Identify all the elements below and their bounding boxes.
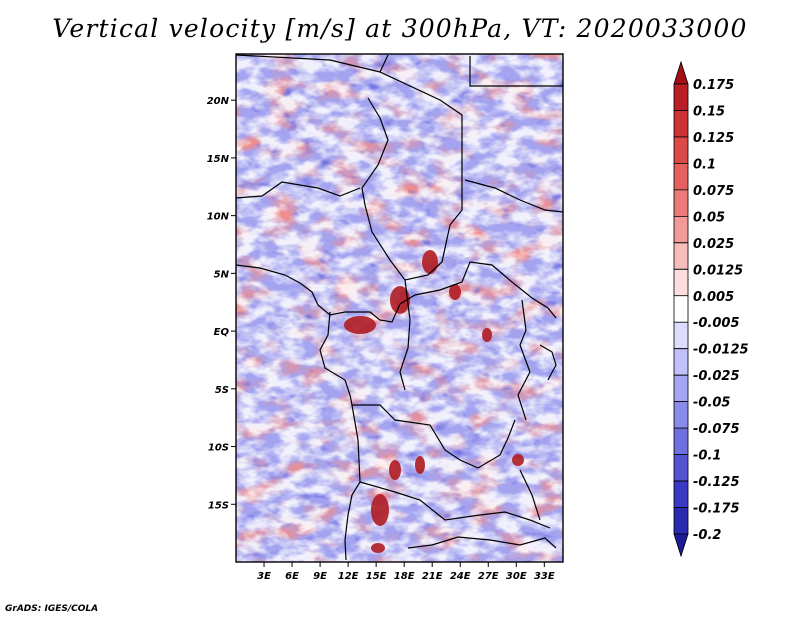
colorbar-swatch — [673, 163, 689, 191]
y-tick-label: 15S — [208, 500, 229, 511]
colorbar-label: 0.125 — [693, 131, 734, 146]
y-tick-label: 5S — [215, 385, 229, 396]
colorbar-label: 0.025 — [693, 237, 734, 252]
colorbar-swatch — [673, 427, 689, 455]
colorbar-swatch — [673, 295, 689, 323]
colorbar-swatch — [673, 454, 689, 482]
x-tick-label: 15E — [366, 571, 387, 582]
colorbar-swatch — [673, 321, 689, 350]
x-tick-label: 33E — [534, 571, 555, 582]
velocity-field — [236, 54, 563, 562]
y-tick-label: 5N — [214, 269, 230, 280]
colorbar-swatch — [673, 83, 689, 111]
colorbar-label: -0.125 — [693, 475, 740, 490]
colorbar-swatch — [673, 60, 689, 85]
x-tick-label: 18E — [394, 571, 415, 582]
x-axis: 3E 6E 9E 12E 15E 18E 21E 24E 27E 30E 33E — [257, 562, 555, 582]
chart-title: Vertical velocity [m/s] at 300hPa, VT: 2… — [52, 14, 748, 43]
y-tick-label: 10N — [207, 212, 230, 223]
colorbar: 0.175 0.15 0.125 0.1 0.075 0.05 0.025 0.0125 0.0… — [673, 60, 749, 558]
colorbar-swatch — [673, 348, 689, 376]
colorbar-swatch — [673, 215, 689, 244]
y-tick-label: EQ — [214, 327, 230, 338]
x-tick-label: 3E — [257, 571, 271, 582]
colorbar-swatch — [673, 189, 689, 217]
x-tick-label: 30E — [506, 571, 527, 582]
colorbar-label: -0.0125 — [693, 343, 749, 358]
colorbar-swatch — [673, 533, 689, 558]
colorbar-swatch — [673, 374, 689, 403]
colorbar-label: 0.05 — [693, 210, 725, 225]
colorbar-swatch — [673, 480, 689, 508]
colorbar-label: 0.1 — [693, 157, 716, 172]
colorbar-swatch — [673, 507, 689, 535]
colorbar-swatch — [673, 136, 689, 164]
colorbar-label: 0.15 — [693, 104, 725, 119]
map-frame — [235, 53, 564, 563]
x-tick-label: 21E — [422, 571, 443, 582]
colorbar-label: -0.2 — [693, 528, 721, 543]
grads-credit: GrADS: IGES/COLA — [5, 604, 99, 614]
colorbar-label: -0.175 — [693, 502, 740, 517]
colorbar-label: 0.075 — [693, 184, 734, 199]
colorbar-label: -0.025 — [693, 369, 740, 384]
x-tick-label: 12E — [338, 571, 359, 582]
colorbar-label: 0.0125 — [693, 263, 743, 278]
y-axis: 20N 15N 10N 5N EQ 5S 10S 15S — [207, 96, 236, 511]
colorbar-label: -0.075 — [693, 422, 740, 437]
x-tick-label: 24E — [450, 571, 471, 582]
colorbar-label: -0.005 — [693, 316, 740, 331]
colorbar-label: -0.05 — [693, 396, 730, 411]
y-tick-label: 20N — [207, 96, 230, 107]
x-tick-label: 6E — [285, 571, 299, 582]
colorbar-swatch — [673, 401, 689, 429]
colorbar-label: -0.1 — [693, 449, 721, 464]
colorbar-swatch — [673, 110, 689, 138]
x-tick-label: 9E — [313, 571, 327, 582]
colorbar-label: 0.005 — [693, 290, 734, 305]
x-tick-label: 27E — [478, 571, 499, 582]
colorbar-label: 0.175 — [693, 78, 734, 93]
y-tick-label: 10S — [208, 443, 229, 454]
y-tick-label: 15N — [207, 154, 230, 165]
colorbar-swatch — [673, 268, 689, 297]
colorbar-swatch — [673, 242, 689, 270]
